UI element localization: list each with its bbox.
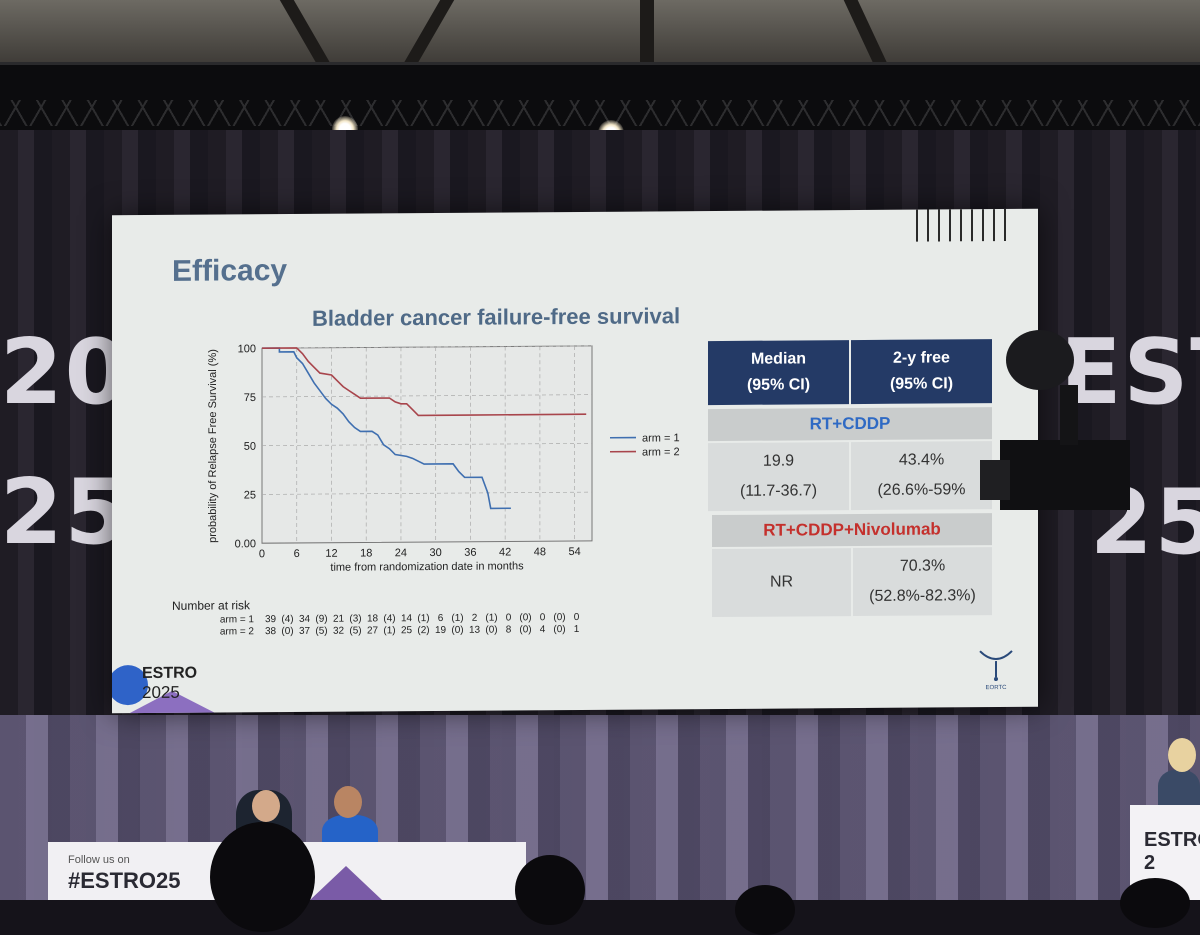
risk-cell: 37 — [296, 625, 313, 636]
hashtag: #ESTRO25 — [68, 868, 181, 894]
risk-cell: (0) — [517, 624, 534, 635]
presentation-slide: Efficacy Bladder cancer failure-free sur… — [112, 209, 1038, 713]
legend-label: arm = 1 — [642, 432, 680, 444]
slide-title: Efficacy — [172, 254, 287, 289]
x-tick-label: 6 — [294, 548, 300, 560]
x-tick-label: 42 — [499, 546, 511, 558]
risk-cell: (1) — [449, 612, 466, 623]
x-tick-label: 54 — [569, 546, 581, 558]
eortc-logo: EORTC — [976, 647, 1016, 697]
banner-left-bottom: 25 — [0, 460, 129, 565]
risk-cell: (0) — [483, 624, 500, 635]
risk-cell: 2 — [466, 612, 483, 623]
banner-left-top: 20 — [0, 320, 129, 425]
risk-cell: 0 — [534, 612, 551, 623]
risk-cell: 19 — [432, 624, 449, 635]
legend-label: arm = 2 — [642, 446, 680, 458]
x-tick-label: 48 — [534, 546, 546, 558]
risk-cell: 0 — [500, 612, 517, 623]
y-tick-label: 100 — [238, 343, 256, 355]
risk-cell: (0) — [517, 612, 534, 623]
risk-table-label: Number at risk — [172, 596, 585, 613]
median-value: NR — [712, 548, 851, 617]
x-tick-label: 36 — [464, 547, 476, 559]
risk-cell: 32 — [330, 625, 347, 636]
risk-cell: (2) — [415, 624, 432, 635]
risk-cell: (0) — [551, 624, 568, 635]
risk-cell: (0) — [449, 624, 466, 635]
y-tick-label: 50 — [244, 441, 256, 453]
risk-cell: 25 — [398, 625, 415, 636]
risk-cell: (4) — [279, 613, 296, 624]
y-tick-label: 0.00 — [235, 538, 256, 550]
plot-area — [262, 346, 592, 543]
y-tick-label: 75 — [244, 392, 256, 404]
risk-row-label: arm = 1 — [172, 614, 262, 626]
camera-icon — [980, 330, 1130, 530]
risk-cell: 14 — [398, 613, 415, 624]
x-tick-label: 24 — [395, 547, 407, 559]
y-axis-label: probability of Relapse Free Survival (%) — [207, 349, 219, 543]
audience-head — [1120, 878, 1190, 928]
ceiling — [0, 0, 1200, 70]
survival-chart: 0.00 25 50 75 100 0 6 12 18 24 30 36 42 48 54 time from… — [182, 331, 702, 597]
risk-cell: (4) — [381, 613, 398, 624]
header-median: Median (95% CI) — [708, 340, 849, 405]
free-value: 43.4% (26.6%-59% — [851, 441, 992, 510]
x-axis-label: time from randomization date in months — [330, 560, 524, 573]
x-tick-label: 30 — [430, 547, 442, 559]
eortc-icon — [976, 647, 1016, 683]
risk-cell: (0) — [279, 625, 296, 636]
x-tick-label: 12 — [325, 548, 337, 560]
risk-cell: (1) — [483, 612, 500, 623]
estro-logo: ESTRO 2025 — [122, 664, 242, 713]
risk-cell: 8 — [500, 624, 517, 635]
risk-cell: (0) — [551, 612, 568, 623]
y-tick-label: 25 — [244, 489, 256, 501]
audience-head — [515, 855, 585, 925]
risk-cell: (5) — [347, 625, 364, 636]
header-2y-free: 2-y free (95% CI) — [851, 339, 992, 404]
chart-title: Bladder cancer failure-free survival — [312, 303, 680, 332]
speaker — [1158, 770, 1200, 810]
risk-cell: 0 — [568, 611, 585, 622]
risk-cell: 4 — [534, 624, 551, 635]
risk-cell: 34 — [296, 613, 313, 624]
arm-label-rt-cddp: RT+CDDP — [708, 407, 992, 441]
free-value: 70.3% (52.8%-82.3%) — [853, 547, 992, 616]
risk-cell: (1) — [415, 612, 432, 623]
results-table: Median (95% CI) 2-y free (95% CI) RT+CDD… — [708, 339, 992, 617]
risk-cell: 27 — [364, 625, 381, 636]
risk-cell: (1) — [381, 625, 398, 636]
risk-row-label: arm = 2 — [172, 626, 262, 638]
risk-cell: (5) — [313, 625, 330, 636]
risk-cell: 21 — [330, 613, 347, 624]
risk-cell: 1 — [568, 623, 585, 634]
audience-head — [210, 822, 315, 932]
risk-cell: 13 — [466, 624, 483, 635]
audience-head — [735, 885, 795, 935]
risk-cell: (9) — [313, 613, 330, 624]
risk-cell: 18 — [364, 613, 381, 624]
decorative-lines — [916, 209, 1006, 242]
median-value: 19.9 (11.7-36.7) — [708, 442, 849, 511]
risk-cell: (3) — [347, 613, 364, 624]
risk-cell: 38 — [262, 626, 279, 637]
x-tick-label: 0 — [259, 548, 265, 560]
risk-cell: 39 — [262, 614, 279, 625]
arm-label-rt-cddp-nivolumab: RT+CDDP+Nivolumab — [712, 513, 992, 547]
risk-cell: 6 — [432, 612, 449, 623]
x-tick-label: 18 — [360, 547, 372, 559]
